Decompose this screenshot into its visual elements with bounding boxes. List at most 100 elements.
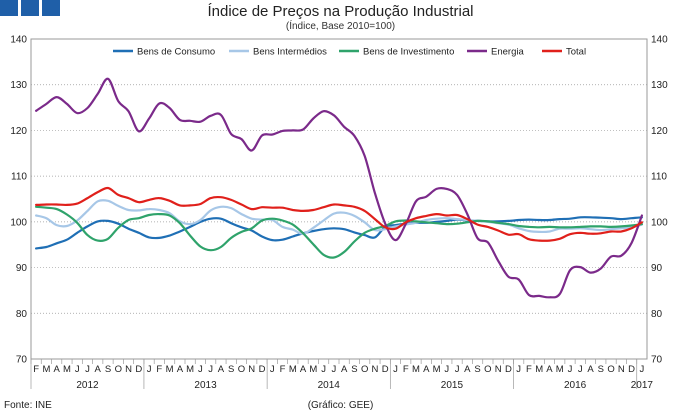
x-month-label: J — [578, 364, 583, 375]
legend-entry-total: Total — [566, 47, 586, 58]
x-month-label: A — [300, 364, 307, 375]
x-month-label: J — [147, 364, 152, 375]
source-note: Fonte: INE — [4, 400, 52, 411]
x-year-label: 2015 — [441, 380, 464, 391]
legend: Bens de Consumo Bens Intermédios Bens de I… — [113, 47, 586, 58]
x-year-label: 2014 — [318, 380, 341, 391]
y-tick-label-left: 80 — [16, 309, 28, 320]
x-year-label: 2016 — [564, 380, 587, 391]
x-month-label: J — [455, 364, 460, 375]
x-month-label: F — [33, 364, 39, 375]
x-month-label: F — [280, 364, 286, 375]
chart-title: Índice de Preços na Produção Industrial — [207, 3, 474, 20]
x-month-label: N — [618, 364, 625, 375]
legend-entry-energia: Energia — [491, 47, 524, 58]
x-month-label: D — [505, 364, 512, 375]
x-month-label: A — [423, 364, 430, 375]
series-line-total — [35, 186, 643, 242]
series-line-bens-de-investimento — [35, 205, 643, 259]
x-month-label: O — [484, 364, 491, 375]
x-month-label: O — [238, 364, 245, 375]
x-month-label: A — [218, 364, 225, 375]
y-tick-label-left: 140 — [10, 35, 27, 46]
y-tick-label-left: 110 — [11, 172, 27, 183]
x-month-label: J — [393, 364, 398, 375]
y-tick-label-right: 130 — [651, 80, 668, 91]
y-tick-label-right: 90 — [651, 263, 663, 274]
x-month-label: N — [248, 364, 255, 375]
y-tick-label-right: 120 — [651, 126, 668, 137]
x-month-label: M — [309, 364, 317, 375]
series-lines — [35, 77, 643, 299]
x-month-label: M — [166, 364, 174, 375]
x-month-label: J — [331, 364, 336, 375]
x-month-label: J — [85, 364, 90, 375]
logo-block-3 — [42, 0, 60, 16]
x-month-label: J — [321, 364, 326, 375]
x-month-label: J — [270, 364, 275, 375]
x-month-label: J — [444, 364, 449, 375]
x-month-label: D — [628, 364, 635, 375]
series-line-bens-intermedios — [35, 199, 643, 235]
x-month-label: M — [186, 364, 194, 375]
y-tick-label-left: 70 — [16, 355, 28, 366]
x-month-label: F — [403, 364, 409, 375]
x-month-label: S — [228, 364, 234, 375]
x-month-label: S — [598, 364, 604, 375]
grid-lines — [30, 38, 648, 360]
y-tick-label-left: 120 — [10, 126, 27, 137]
legend-entry-bens-de-investimento: Bens de Investimento — [363, 47, 454, 58]
y-tick-label-left: 130 — [10, 80, 27, 91]
x-month-label: M — [412, 364, 420, 375]
y-tick-label-right: 100 — [651, 217, 668, 228]
chart-subtitle: (Índice, Base 2010=100) — [285, 21, 396, 32]
legend-entry-bens-de-consumo: Bens de Consumo — [137, 47, 215, 58]
x-month-label: M — [42, 364, 50, 375]
logo-block-2 — [21, 0, 39, 16]
y-tick-label-left: 100 — [10, 217, 27, 228]
x-month-label: M — [433, 364, 441, 375]
x-month-label: S — [474, 364, 480, 375]
plot-frame — [30, 38, 648, 360]
x-month-label: D — [382, 364, 389, 375]
x-month-label: N — [125, 364, 132, 375]
header-logo-blocks — [0, 0, 60, 16]
x-month-label: J — [568, 364, 573, 375]
y-tick-label-left: 90 — [16, 263, 28, 274]
legend-entry-bens-intermedios: Bens Intermédios — [253, 47, 327, 58]
x-year-label: 2012 — [76, 380, 99, 391]
series-line-bens-de-consumo — [35, 216, 643, 250]
x-year-label: 2017 — [631, 380, 654, 391]
series-line-energia — [35, 77, 643, 299]
credit-note: (Gráfico: GEE) — [307, 400, 374, 411]
x-month-label: F — [526, 364, 532, 375]
x-month-label: A — [587, 364, 594, 375]
x-month-label: A — [95, 364, 102, 375]
x-month-label: A — [53, 364, 60, 375]
x-month-label: D — [259, 364, 266, 375]
x-month-label: J — [208, 364, 213, 375]
x-month-label: M — [535, 364, 543, 375]
y-tick-label-right: 140 — [651, 35, 668, 46]
x-month-label: A — [177, 364, 184, 375]
x-month-label: J — [75, 364, 80, 375]
logo-block-1 — [0, 0, 18, 16]
x-month-label: D — [135, 364, 142, 375]
x-month-label: A — [546, 364, 553, 375]
y-tick-label-right: 110 — [651, 172, 667, 183]
x-month-label: F — [156, 364, 162, 375]
x-month-label: A — [464, 364, 471, 375]
x-month-label: O — [115, 364, 122, 375]
x-month-label: N — [495, 364, 502, 375]
x-month-label: J — [639, 364, 644, 375]
x-month-label: O — [607, 364, 614, 375]
x-month-label: N — [371, 364, 378, 375]
x-month-label: M — [63, 364, 71, 375]
x-month-label: M — [289, 364, 297, 375]
x-month-label: S — [351, 364, 357, 375]
x-month-label: S — [105, 364, 111, 375]
y-tick-label-right: 70 — [651, 355, 663, 366]
axes: 70 70 80 80 90 90 100 100 110 110 120 120 130 130 140 1… — [10, 35, 668, 392]
y-tick-label-right: 80 — [651, 309, 663, 320]
